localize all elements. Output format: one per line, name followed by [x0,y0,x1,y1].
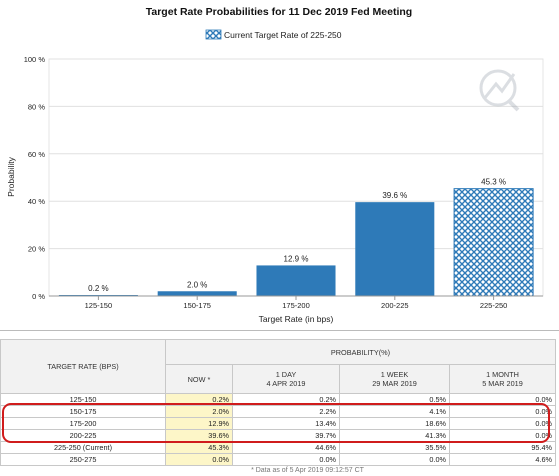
bars: 0.2 % 2.0 % 12.9 % 39.6 % 45.3 % [59,178,533,296]
y-axis: 0 % 20 % 40 % 60 % 80 % 100 % [24,55,46,301]
probability-cell: 0.0% [450,418,556,430]
data-label: 2.0 % [187,280,207,289]
probability-cell: 39.6% [166,430,233,442]
y-tick-label: 60 % [28,150,45,159]
section-divider [0,330,559,331]
probability-table: TARGET RATE (BPS) PROBABILITY(%) NOW *1 … [0,339,556,476]
probability-cell: 0.0% [450,406,556,418]
probability-cell: 2.0% [166,406,233,418]
data-label: 12.9 % [284,254,309,263]
probability-cell: 0.2% [233,394,340,406]
table-row: 225-250 (Current)45.3%44.6%35.5%95.4% [1,442,556,454]
probability-cell: 0.0% [450,430,556,442]
x-tick-label: 200-225 [381,301,409,310]
plot-area: 0 % 20 % 40 % 60 % 80 % 100 % 0.2 % 2.0 % 12.9 … [24,55,543,310]
probability-cell: 45.3% [166,442,233,454]
probability-cell: 2.2% [233,406,340,418]
header-probability: PROBABILITY(%) [166,340,556,365]
data-label: 0.2 % [88,284,108,293]
header-target-rate: TARGET RATE (BPS) [1,340,166,394]
bar-200-225[interactable] [355,202,434,296]
probability-cell: 35.5% [340,442,450,454]
probability-cell: 0.0% [233,454,340,466]
rate-cell: 125-150 [1,394,166,406]
probability-cell: 0.0% [166,454,233,466]
probability-cell: 18.6% [340,418,450,430]
footnote-spacer [1,466,166,476]
y-tick-label: 40 % [28,197,45,206]
rate-cell: 225-250 (Current) [1,442,166,454]
probability-cell: 41.3% [340,430,450,442]
x-tick-label: 125-150 [85,301,113,310]
footnote: * Data as of 5 Apr 2019 09:12:57 CT [166,466,450,476]
probability-cell: 0.5% [340,394,450,406]
probability-cell: 13.4% [233,418,340,430]
y-tick-label: 80 % [28,102,45,111]
column-header: NOW * [166,365,233,394]
probability-cell: 95.4% [450,442,556,454]
probability-cell: 0.0% [450,394,556,406]
y-tick-label: 0 % [32,292,45,301]
quikstrike-logo-icon [481,71,518,110]
legend-swatch [206,30,221,39]
rate-cell: 175-200 [1,418,166,430]
x-tick-label: 225-250 [480,301,508,310]
probability-cell: 0.0% [340,454,450,466]
bar-150-175[interactable] [158,291,237,296]
y-axis-title: Probability [6,156,16,196]
data-label: 45.3 % [481,178,506,187]
bar-175-200[interactable] [256,265,335,296]
legend-label: Current Target Rate of 225-250 [224,30,342,40]
probability-chart: Target Rate Probabilities for 11 Dec 201… [0,0,559,330]
x-tick-label: 175-200 [282,301,310,310]
rate-cell: 250-275 [1,454,166,466]
x-tick-label: 150-175 [183,301,211,310]
probability-cell: 4.1% [340,406,450,418]
rate-cell: 150-175 [1,406,166,418]
legend[interactable]: Current Target Rate of 225-250 [206,30,342,40]
probability-cell: 12.9% [166,418,233,430]
y-tick-label: 100 % [24,55,46,64]
x-axis: 125-150 150-175 175-200 200-225 225-250 [85,296,508,310]
bar-225-250[interactable] [454,189,533,296]
probability-cell: 39.7% [233,430,340,442]
x-axis-title: Target Rate (in bps) [259,314,334,324]
footnote-row: * Data as of 5 Apr 2019 09:12:57 CT [1,466,556,476]
y-tick-label: 20 % [28,245,45,254]
probability-cell: 0.2% [166,394,233,406]
probability-cell: 4.6% [450,454,556,466]
chart-title: Target Rate Probabilities for 11 Dec 201… [146,6,412,18]
rate-cell: 200-225 [1,430,166,442]
data-label: 39.6 % [382,191,407,200]
probability-cell: 44.6% [233,442,340,454]
